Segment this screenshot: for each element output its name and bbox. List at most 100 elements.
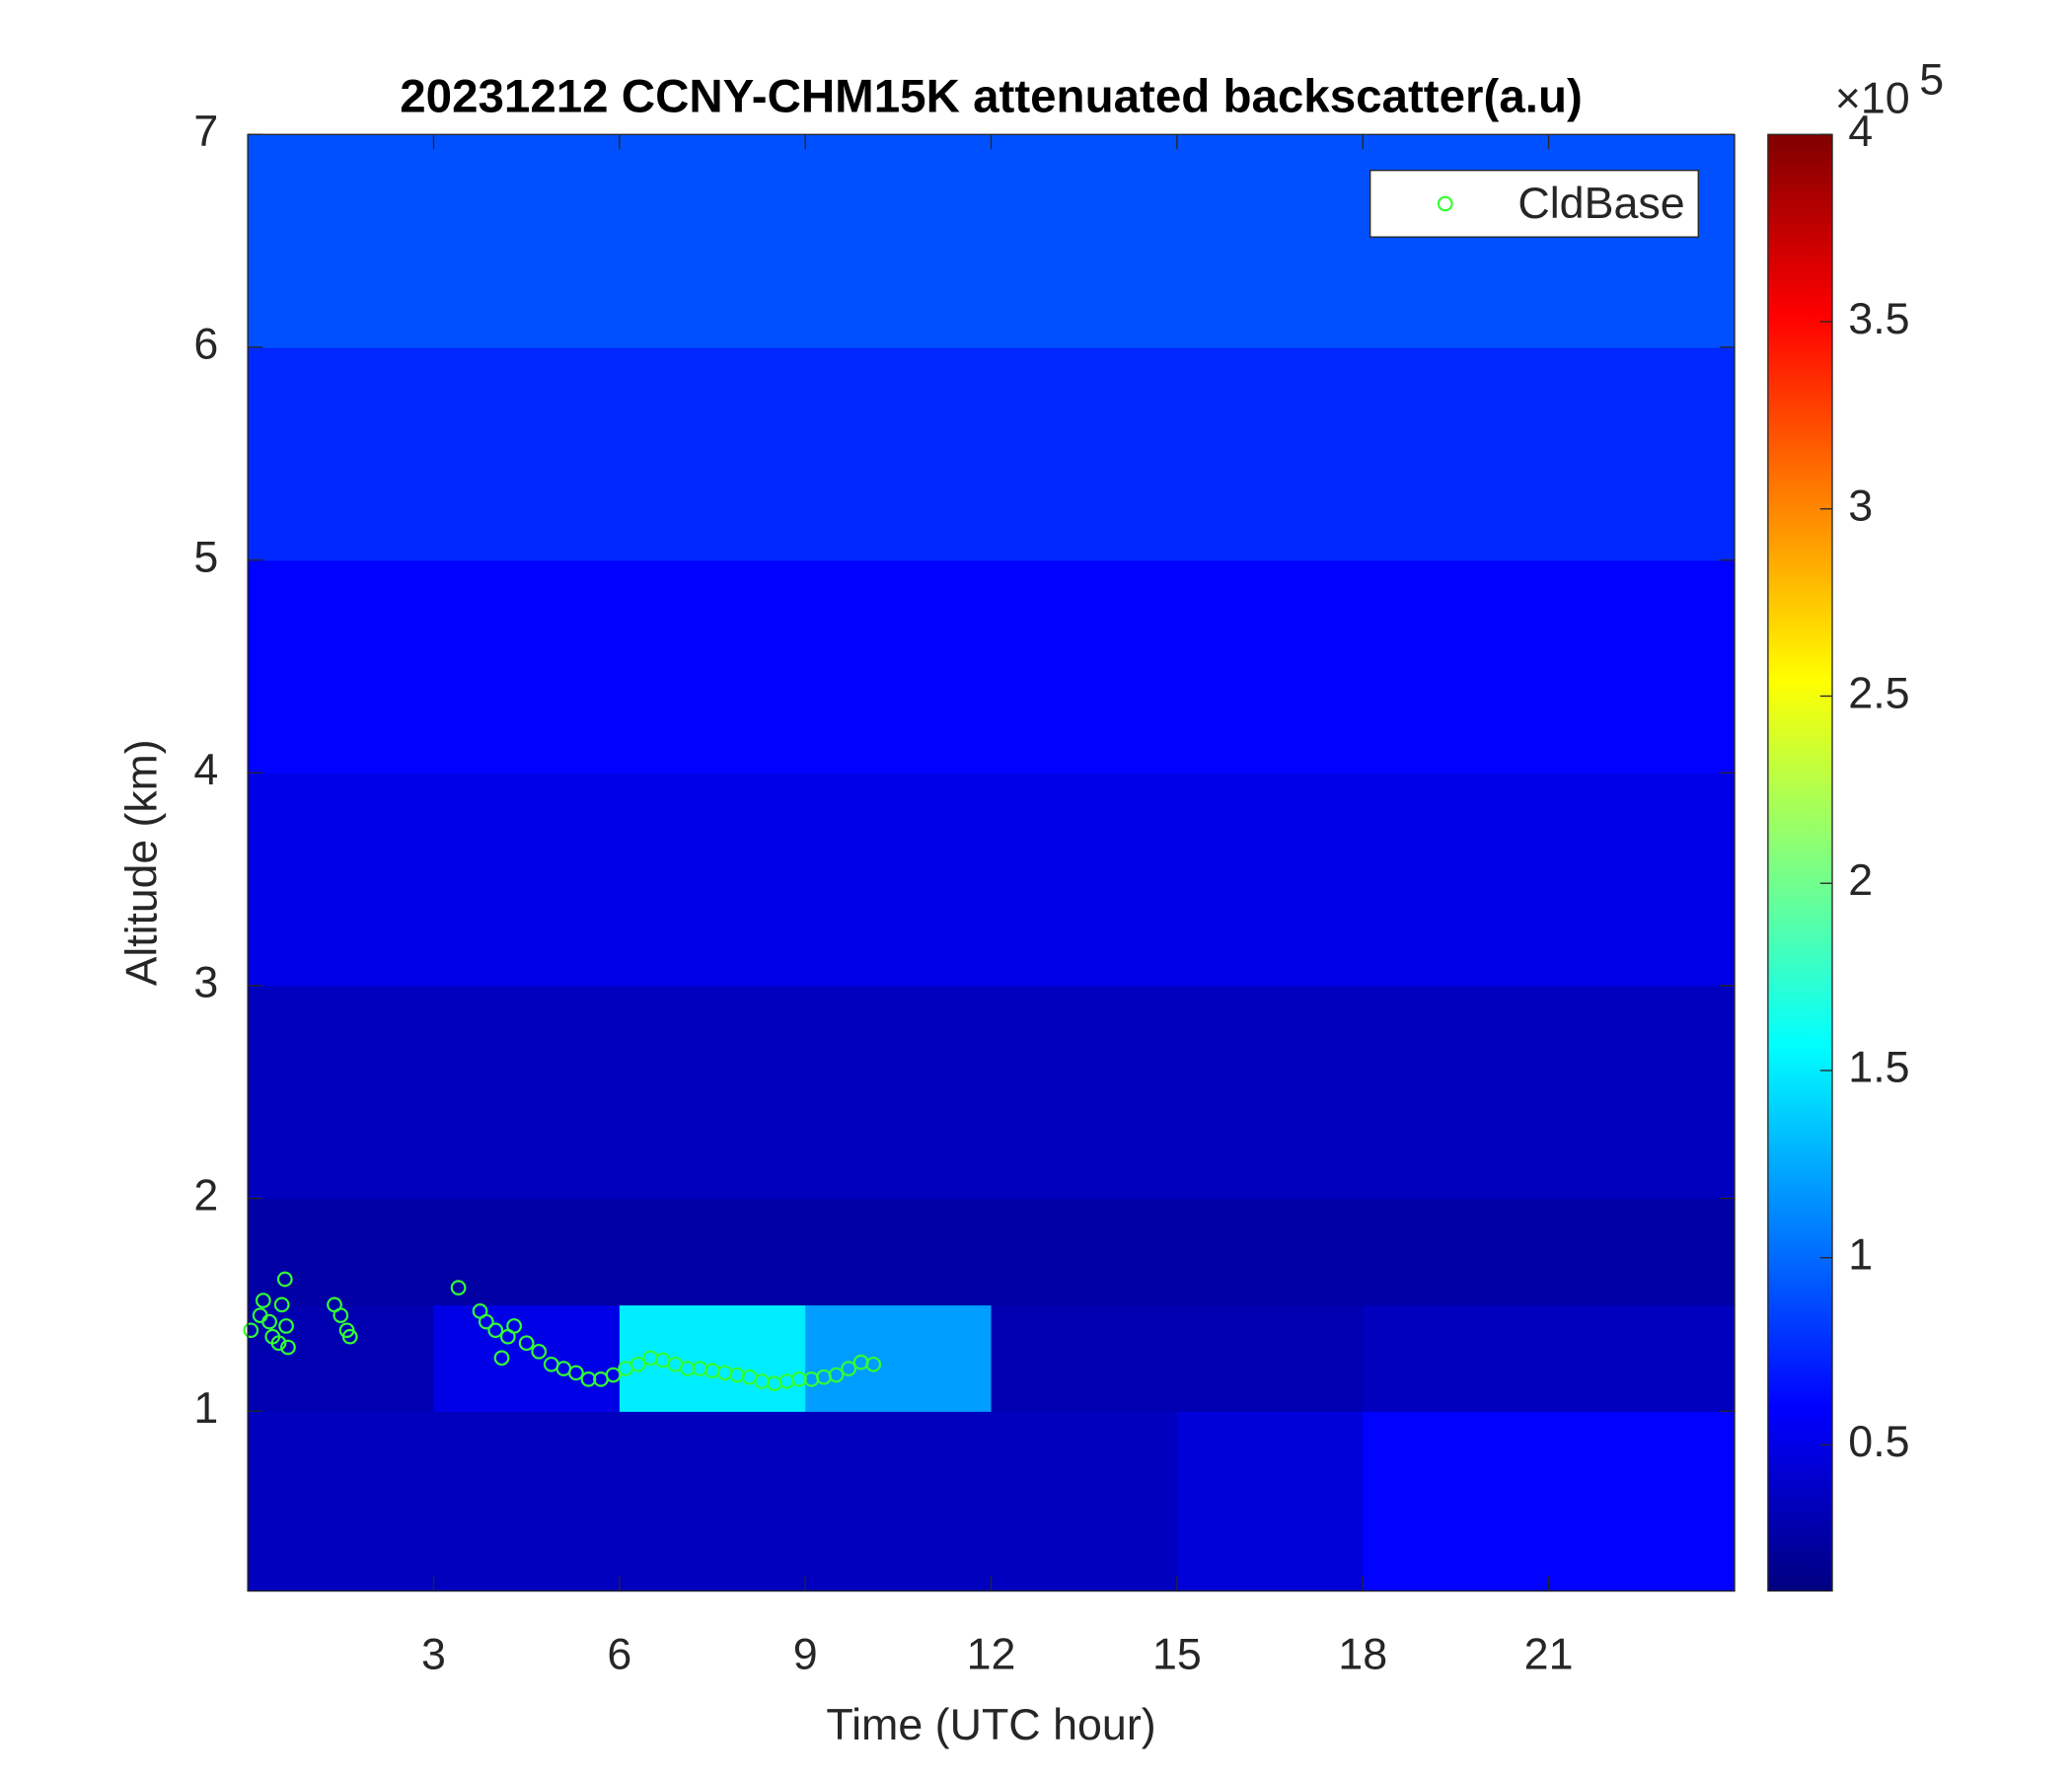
colorbar-tick-label: 0.5 <box>1848 1418 1909 1466</box>
cloud-base-marker <box>487 1322 504 1339</box>
heatmap-cell <box>248 346 435 561</box>
cloud-base-marker <box>518 1335 535 1352</box>
colorbar-exponent: 5 <box>1919 56 1944 105</box>
colorbar-tick-label: 1.5 <box>1848 1044 1909 1092</box>
legend-marker <box>1437 195 1453 212</box>
heatmap-cell <box>991 1411 1178 1592</box>
cloud-base-marker <box>506 1318 522 1334</box>
heatmap-cell <box>1363 985 1550 1200</box>
cloud-base-marker <box>629 1356 646 1372</box>
heatmap-cell <box>991 1198 1178 1306</box>
heatmap-cell <box>433 559 621 774</box>
heatmap-cell <box>805 773 993 987</box>
heatmap-cell <box>805 559 993 774</box>
legend-label: CldBase <box>1517 180 1684 228</box>
x-tick-label: 3 <box>421 1631 446 1679</box>
heatmap <box>248 134 1736 1592</box>
cloud-base-marker <box>333 1307 349 1323</box>
heatmap-cell <box>1548 1304 1736 1412</box>
heatmap-cell <box>433 773 621 987</box>
cloud-base-marker <box>278 1318 294 1334</box>
heatmap-cell <box>619 985 806 1200</box>
x-tick-label: 21 <box>1524 1631 1574 1679</box>
heatmap-cell <box>433 985 621 1200</box>
heatmap-cell <box>433 1304 621 1412</box>
heatmap-cell <box>1548 134 1736 348</box>
heatmap-cell <box>1363 559 1550 774</box>
y-tick-label: 5 <box>193 533 218 581</box>
cloud-base-marker <box>478 1313 494 1330</box>
heatmap-cell <box>1176 1198 1364 1306</box>
colorbar-tick-label: 1 <box>1848 1231 1873 1280</box>
heatmap-cell <box>619 346 806 561</box>
heatmap-cell <box>619 1411 806 1592</box>
heatmap-cell <box>1176 1411 1364 1592</box>
y-tick-label: 3 <box>193 959 218 1007</box>
heatmap-cell <box>433 1411 621 1592</box>
cloud-base-marker <box>828 1367 845 1383</box>
heatmap-cell <box>991 346 1178 561</box>
heatmap-cell <box>1548 1411 1736 1592</box>
heatmap-cell <box>1548 559 1736 774</box>
heatmap-cell <box>1548 985 1736 1200</box>
colorbar-tick-label: 4 <box>1848 108 1873 156</box>
heatmap-cell <box>248 1198 435 1306</box>
chart-title: 20231212 CCNY-CHM15K attenuated backscat… <box>400 71 1583 123</box>
heatmap-cell <box>805 1411 993 1592</box>
heatmap-cell <box>1363 346 1550 561</box>
heatmap-cell <box>619 134 806 348</box>
x-tick-label: 9 <box>793 1631 818 1679</box>
x-tick-label: 15 <box>1152 1631 1202 1679</box>
y-tick-label: 6 <box>193 321 218 369</box>
heatmap-cell <box>1363 1411 1550 1592</box>
x-tick-label: 18 <box>1338 1631 1387 1679</box>
heatmap-cell <box>433 346 621 561</box>
y-tick-label: 4 <box>193 746 218 794</box>
cloud-base-marker <box>865 1356 882 1372</box>
heatmap-cell <box>1176 559 1364 774</box>
cloud-base-marker <box>270 1335 287 1352</box>
heatmap-cell <box>805 346 993 561</box>
heatmap-cell <box>1176 773 1364 987</box>
heatmap-cell <box>619 773 806 987</box>
heatmap-cell <box>433 134 621 348</box>
heatmap-cell <box>1363 134 1550 348</box>
cloud-base-marker <box>493 1350 510 1367</box>
cloud-base-marker <box>280 1339 296 1356</box>
heatmap-cell <box>991 559 1178 774</box>
cloud-base-marker <box>531 1344 548 1360</box>
y-tick-label: 7 <box>193 108 218 156</box>
colorbar-multiplier: ×10 <box>1835 74 1910 122</box>
heatmap-cell <box>248 773 435 987</box>
colorbar-tick-label: 2.5 <box>1848 669 1909 717</box>
heatmap-cell <box>1363 773 1550 987</box>
y-tick-label: 2 <box>193 1171 218 1220</box>
cloud-base-marker <box>276 1271 293 1288</box>
heatmap-cell <box>805 985 993 1200</box>
cloud-base-marker <box>341 1328 358 1345</box>
heatmap-cell <box>991 985 1178 1200</box>
heatmap-cell <box>248 559 435 774</box>
cloud-base-marker <box>273 1296 290 1313</box>
cloud-base-marker <box>255 1293 271 1308</box>
legend-box <box>1369 170 1699 238</box>
heatmap-cell <box>248 985 435 1200</box>
colorbar-tick-label: 3 <box>1848 482 1873 531</box>
heatmap-cell <box>619 559 806 774</box>
heatmap-cell <box>1363 1304 1550 1412</box>
heatmap-cell <box>248 134 435 348</box>
x-tick-label: 12 <box>967 1631 1016 1679</box>
heatmap-cell <box>1548 1198 1736 1306</box>
heatmap-cell <box>991 773 1178 987</box>
colorbar-tick-label: 3.5 <box>1848 295 1909 343</box>
heatmap-cell <box>991 1304 1178 1412</box>
heatmap-cell <box>1176 1304 1364 1412</box>
heatmap-cell <box>433 1198 621 1306</box>
cloud-base-marker <box>605 1367 622 1383</box>
y-tick-label: 1 <box>193 1384 218 1433</box>
cloud-base-marker <box>243 1322 259 1339</box>
heatmap-cell <box>1548 346 1736 561</box>
heatmap-cell <box>805 1198 993 1306</box>
heatmap-cell <box>1548 773 1736 987</box>
